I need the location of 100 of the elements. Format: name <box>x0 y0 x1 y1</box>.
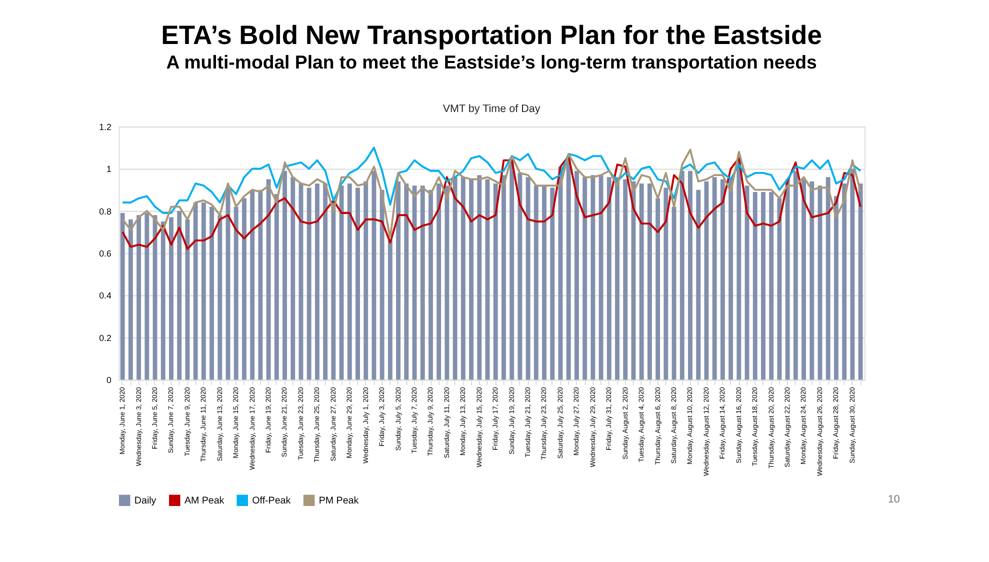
bar <box>631 181 636 380</box>
bar <box>858 184 863 380</box>
bar <box>826 177 830 380</box>
bar <box>518 172 522 380</box>
bar <box>258 190 263 380</box>
bar <box>177 210 182 380</box>
bar <box>266 179 271 380</box>
y-tick-label: 0 <box>106 375 112 386</box>
bar <box>210 206 214 380</box>
bar <box>810 181 814 380</box>
bar <box>290 177 296 380</box>
y-tick-label: 1.2 <box>99 122 112 132</box>
text: 10 <box>888 493 900 506</box>
bar <box>647 184 652 380</box>
bar <box>834 196 838 380</box>
bar <box>128 219 133 380</box>
bar <box>526 177 530 380</box>
bar <box>120 213 125 380</box>
bar <box>420 186 425 380</box>
bar <box>639 184 644 380</box>
bar <box>664 188 668 380</box>
bar <box>696 190 701 380</box>
bar <box>606 177 612 380</box>
bar <box>574 170 579 380</box>
bar <box>777 198 782 380</box>
bar <box>712 177 717 380</box>
bar <box>169 217 174 380</box>
bar <box>372 170 376 380</box>
bar <box>404 184 409 380</box>
y-tick-label: 0.4 <box>99 290 112 301</box>
bar <box>785 179 790 380</box>
bar <box>364 181 368 380</box>
bar <box>460 177 466 380</box>
bar <box>680 170 684 380</box>
bar <box>501 175 506 380</box>
bar <box>534 186 538 380</box>
y-tick-label: 1 <box>106 164 112 174</box>
bar <box>356 188 360 380</box>
bar <box>428 190 433 380</box>
bar <box>704 181 709 380</box>
bar <box>469 179 474 380</box>
bar <box>510 160 514 380</box>
bar <box>388 238 392 380</box>
bar <box>323 184 328 380</box>
bar <box>396 181 401 380</box>
y-tick-label: 0.2 <box>99 332 112 343</box>
bar <box>736 160 742 380</box>
bar <box>136 215 142 380</box>
text: VMT by Time of Day <box>442 102 541 115</box>
bar <box>728 177 734 380</box>
bar <box>347 184 352 380</box>
bar <box>793 170 798 380</box>
bar <box>314 184 320 380</box>
bar <box>160 221 166 380</box>
chart-subtitle: A multi-modal Plan to meet the Eastside’s long-term transportation needs <box>166 52 817 73</box>
y-tick-label: 0.8 <box>99 206 112 216</box>
bar <box>842 184 847 380</box>
bar <box>185 219 190 380</box>
bar <box>452 177 458 380</box>
y-tick-label: 0.6 <box>99 248 112 259</box>
legend-label: PM Peak <box>318 495 359 506</box>
bar <box>306 188 312 380</box>
bar <box>193 202 198 380</box>
bar <box>802 179 806 380</box>
line-series <box>122 146 862 214</box>
bar <box>380 190 384 380</box>
bar <box>274 194 279 380</box>
bar <box>436 184 442 380</box>
line-series <box>122 155 862 250</box>
bar <box>672 206 676 380</box>
bar <box>144 213 150 380</box>
bar <box>688 170 692 380</box>
bar <box>218 215 222 380</box>
bar <box>582 177 588 380</box>
chart-title: ETA’s Bold New Transportation Plan for the Eastside <box>161 20 822 50</box>
line-series <box>122 148 862 240</box>
bar <box>339 186 344 380</box>
bar <box>720 179 725 380</box>
bar <box>752 192 758 380</box>
bar <box>850 168 855 380</box>
bar <box>566 156 571 380</box>
legend-label: Daily <box>134 495 156 506</box>
bar <box>234 206 238 380</box>
bar <box>590 175 596 380</box>
bar <box>250 190 255 380</box>
bar <box>542 186 546 380</box>
bar <box>444 186 450 380</box>
bar <box>615 177 620 380</box>
bar <box>493 184 498 380</box>
bar <box>331 202 336 380</box>
bar <box>282 170 287 380</box>
bar <box>550 188 555 380</box>
bar <box>201 202 206 380</box>
bar <box>769 192 774 380</box>
legend-label: Off-Peak <box>252 495 291 506</box>
bar <box>760 192 766 380</box>
bar <box>242 198 246 380</box>
bar <box>477 175 482 380</box>
bar <box>656 198 660 380</box>
bar <box>598 175 604 380</box>
